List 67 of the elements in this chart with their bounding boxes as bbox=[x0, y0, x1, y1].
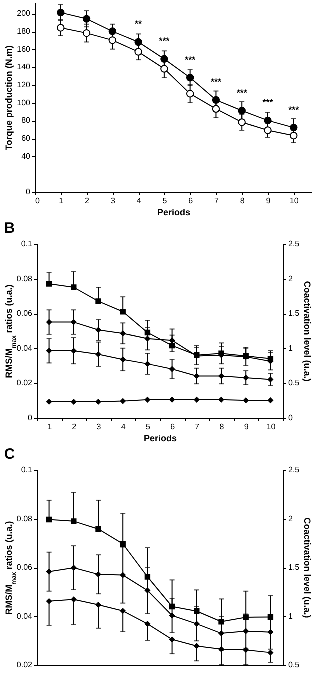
y-tick-label: 160 bbox=[17, 44, 32, 54]
annotation: *** bbox=[236, 88, 248, 98]
x-tick-label: 10 bbox=[266, 422, 276, 432]
y-tick-label: 0.06 bbox=[16, 309, 34, 318]
annotation: *** bbox=[185, 54, 196, 65]
x-tick-label: 2 bbox=[72, 422, 78, 432]
y-tick-label: 120 bbox=[17, 80, 32, 90]
annotation: *** bbox=[159, 36, 170, 46]
y-tick-label: 100 bbox=[17, 98, 32, 108]
x-tick-label: 5 bbox=[162, 196, 168, 206]
y-tick-label: 0 bbox=[26, 188, 32, 196]
x-tick-label: 1 bbox=[48, 422, 53, 432]
y2-tick-label: 1 bbox=[288, 344, 294, 353]
chart-title: B bbox=[4, 220, 16, 237]
y2-tick-label: 1.5 bbox=[288, 563, 300, 572]
y-tick-label: 140 bbox=[17, 62, 32, 72]
y-tick-label: 0.02 bbox=[16, 660, 34, 670]
y-tick-label: 0.1 bbox=[21, 466, 34, 474]
y-tick-label: 0.02 bbox=[16, 378, 34, 388]
annotation: *** bbox=[262, 98, 274, 108]
y2-tick-label: 0 bbox=[288, 414, 294, 422]
y2-axis-title: Coactivation level (u.a.) bbox=[302, 281, 313, 382]
x-tick-label: 4 bbox=[136, 196, 142, 206]
y-tick-label: 80 bbox=[22, 116, 32, 126]
annotation: ** bbox=[135, 19, 143, 30]
x-tick-label: 3 bbox=[96, 422, 102, 432]
chart-title: C bbox=[4, 446, 16, 463]
y2-tick-label: 2 bbox=[288, 274, 294, 284]
y-tick-label: 200 bbox=[17, 9, 32, 18]
y-tick-label: 180 bbox=[17, 27, 32, 36]
x-tick-label: 9 bbox=[266, 196, 272, 206]
x-tick-label: 5 bbox=[146, 422, 151, 432]
y-tick-label: 0.04 bbox=[16, 612, 34, 621]
y2-tick-label: 2 bbox=[288, 514, 294, 524]
x-tick-label: 2 bbox=[85, 196, 90, 206]
y2-axis-title: Coactivation level (u.a.) bbox=[302, 518, 313, 618]
annotation: *** bbox=[210, 77, 222, 88]
x-tick-label: 10 bbox=[290, 196, 300, 206]
y-tick-label: 60 bbox=[22, 134, 32, 144]
x-tick-label: 0 bbox=[36, 196, 40, 206]
y2-tick-label: 1.5 bbox=[288, 309, 300, 318]
y-tick-label: 0 bbox=[28, 414, 34, 422]
x-tick-label: 1 bbox=[59, 196, 64, 206]
annotation: *** bbox=[288, 104, 300, 115]
y-tick-label: 0.06 bbox=[16, 563, 34, 572]
y2-tick-label: 0.5 bbox=[288, 378, 300, 388]
y2-tick-label: 2.5 bbox=[288, 466, 300, 474]
y2-tick-label: 1 bbox=[288, 612, 294, 621]
y-tick-label: 0.04 bbox=[16, 344, 34, 353]
y2-tick-label: 0.5 bbox=[288, 660, 300, 670]
x-tick-label: 8 bbox=[220, 422, 225, 432]
y-tick-label: 0.08 bbox=[16, 514, 34, 524]
x-axis-title: Periods bbox=[144, 434, 178, 444]
y-tick-label: 0.1 bbox=[21, 240, 34, 248]
y-tick-label: 0.08 bbox=[16, 274, 34, 284]
x-tick-label: 8 bbox=[240, 196, 246, 206]
y-tick-label: 40 bbox=[22, 152, 32, 161]
x-tick-label: 3 bbox=[110, 196, 116, 206]
x-tick-label: 6 bbox=[170, 422, 176, 432]
x-tick-label: 4 bbox=[121, 422, 126, 432]
x-axis-title: Periods bbox=[157, 208, 191, 218]
x-tick-label: 7 bbox=[214, 196, 220, 206]
x-tick-label: 6 bbox=[188, 196, 194, 206]
x-tick-label: 9 bbox=[244, 422, 250, 432]
x-tick-label: 7 bbox=[195, 422, 200, 432]
y2-tick-label: 2.5 bbox=[288, 240, 300, 248]
y-axis-title: Torque production (N.m) bbox=[4, 46, 14, 150]
